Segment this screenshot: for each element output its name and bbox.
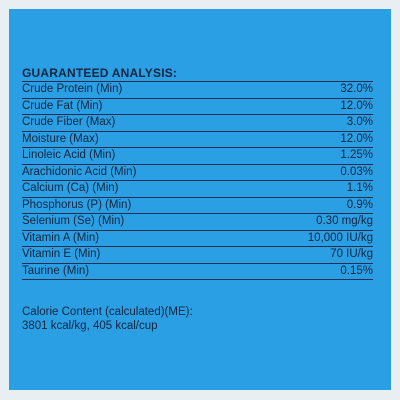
amount: 0.15% xyxy=(340,264,373,277)
amount: 0.03% xyxy=(340,165,373,178)
table-row: Crude Protein (Min) 32.0% xyxy=(22,82,373,99)
amount: 32.0% xyxy=(340,83,373,95)
table-row: Moisture (Max) 12.0% xyxy=(22,132,373,148)
nutrient: Vitamin A (Min) xyxy=(22,231,100,244)
nutrient: Calcium (Ca) (Min) xyxy=(22,182,119,194)
table-row: Arachidonic Acid (Min) 0.03% xyxy=(22,165,373,181)
amount: 1.1% xyxy=(346,182,373,194)
nutrient: Vitamin E (Min) xyxy=(22,248,101,260)
nutrient: Taurine (Min) xyxy=(22,264,90,277)
amount: 3.0% xyxy=(346,116,373,128)
table-row: Crude Fat (Min) 12.0% xyxy=(22,99,373,115)
nutrient: Crude Fiber (Max) xyxy=(22,116,116,128)
amount: 0.9% xyxy=(346,198,373,211)
table-row: Vitamin E (Min) 70 IU/kg xyxy=(22,247,373,264)
footer-line: Calorie Content (calculated)(ME): xyxy=(22,306,193,318)
amount: 12.0% xyxy=(340,132,373,145)
amount: 70 IU/kg xyxy=(330,248,373,260)
nutrient: Crude Protein (Min) xyxy=(22,83,123,95)
table-row: Taurine (Min) 0.15% xyxy=(22,264,373,280)
amount: 10,000 IU/kg xyxy=(307,231,373,244)
table-row: Calcium (Ca) (Min) 1.1% xyxy=(22,181,373,198)
table-row: Vitamin A (Min) 10,000 IU/kg xyxy=(22,231,373,247)
amount: 12.0% xyxy=(340,99,373,112)
nutrient: Phosphorus (P) (Min) xyxy=(22,198,132,211)
amount: 1.25% xyxy=(340,149,373,161)
nutrient: Arachidonic Acid (Min) xyxy=(22,165,137,178)
footer-line: 3801 kcal/kg, 405 kcal/cup xyxy=(22,320,158,332)
analysis-table: Crude Protein (Min) 32.0% Crude Fat (Min) 1… xyxy=(22,81,373,280)
nutrient: Linoleic Acid (Min) xyxy=(22,149,116,161)
nutrient: Selenium (Se) (Min) xyxy=(22,215,125,227)
calorie-content: Calorie Content (calculated)(ME): 3801 k… xyxy=(22,305,193,333)
table-row: Linoleic Acid (Min) 1.25% xyxy=(22,148,373,165)
nutrient: Moisture (Max) xyxy=(22,132,99,145)
title: GUARANTEED ANALYSIS: xyxy=(22,66,178,80)
table-row: Phosphorus (P) (Min) 0.9% xyxy=(22,198,373,214)
label-panel: GUARANTEED ANALYSIS: Crude Protein (Min)… xyxy=(9,9,391,390)
amount: 0.30 mg/kg xyxy=(316,215,373,227)
table-row: Selenium (Se) (Min) 0.30 mg/kg xyxy=(22,214,373,231)
nutrient: Crude Fat (Min) xyxy=(22,99,103,112)
table-row: Crude Fiber (Max) 3.0% xyxy=(22,115,373,132)
